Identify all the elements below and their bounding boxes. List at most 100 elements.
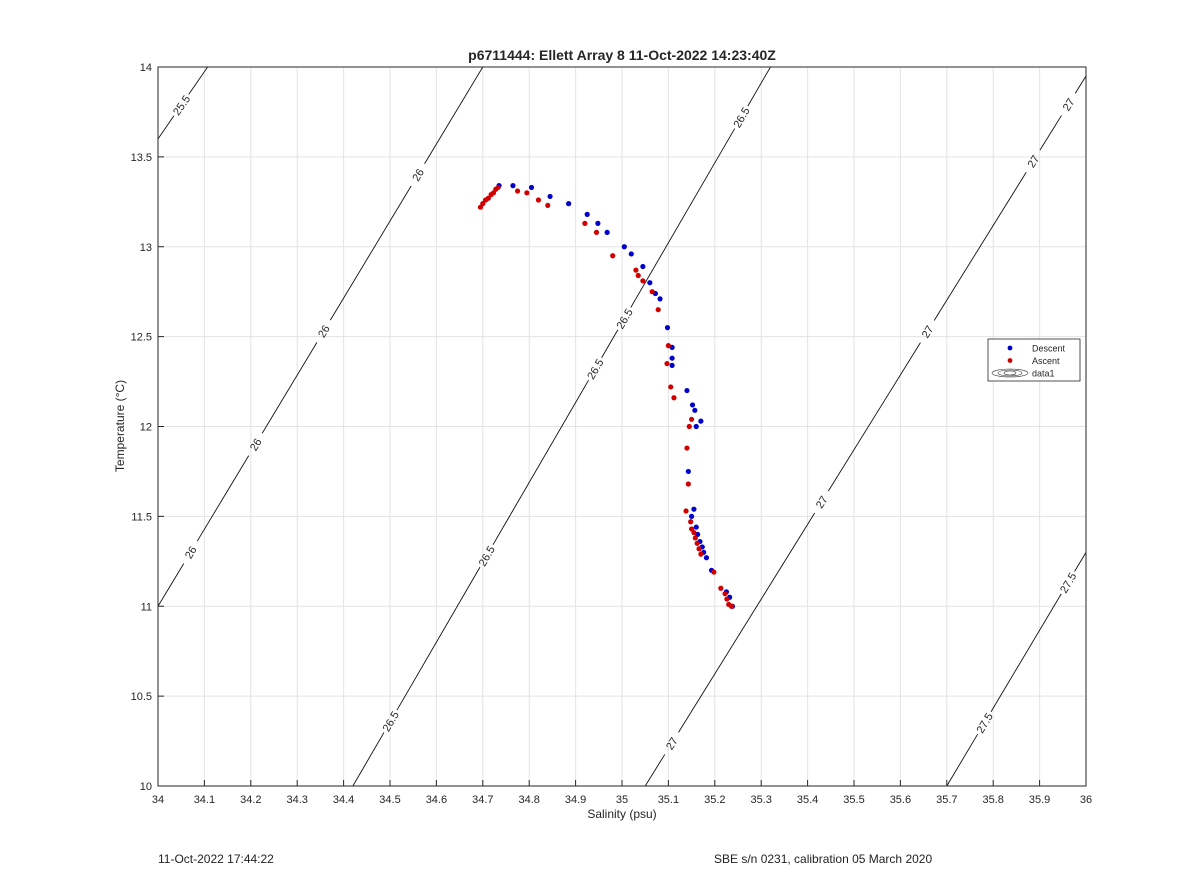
ascent-point [689, 416, 695, 422]
x-axis-label: Salinity (psu) [587, 807, 656, 821]
ascent-point [480, 201, 486, 207]
descent-point [664, 325, 671, 331]
legend-label: Descent [1032, 344, 1066, 354]
ascent-point [649, 289, 655, 295]
descent-point [647, 280, 653, 286]
ascent-point [668, 384, 674, 390]
x-tick-label: 34.6 [426, 794, 447, 806]
contour-line-26 [158, 563, 185, 607]
ascent-point [694, 540, 700, 546]
x-tick-label: 35.9 [1029, 794, 1050, 806]
y-tick-label: 11.5 [131, 511, 152, 523]
y-tick-label: 10 [140, 781, 152, 793]
legend: Descent Ascent data1 [987, 338, 1081, 382]
ascent-point [545, 202, 551, 209]
axis-ticks: 34 34.1 34.2 34.3 34.4 34.5 34.6 34.7 34.8 34.9 35… [131, 62, 1093, 806]
descent-point [528, 184, 535, 191]
contour-line-25.5 [188, 67, 209, 95]
descent-point [693, 423, 699, 430]
descent-point [684, 387, 690, 394]
contour-label: 27 [920, 324, 937, 341]
ascent-point [610, 253, 616, 259]
contour-label: 26.5 [585, 357, 606, 382]
x-tick-label: 34.8 [518, 794, 539, 806]
descent-point [547, 193, 553, 200]
footer-timestamp: 11-Oct-2022 17:44:22 [158, 852, 274, 866]
ascent-point [696, 546, 702, 552]
grid-lines [157, 66, 1087, 787]
contour-label: 26.5 [732, 106, 753, 131]
contour-label: 26 [248, 437, 265, 454]
descent-point [584, 211, 590, 217]
contour-label: 27 [664, 736, 681, 753]
descent-point [698, 418, 704, 424]
legend-marker-contour [997, 369, 1023, 377]
descent-point [669, 362, 675, 368]
x-tick-label: 34.2 [240, 794, 261, 806]
y-tick-label: 10.5 [131, 691, 152, 703]
ascent-point [515, 188, 521, 194]
x-tick-label: 34.1 [194, 794, 215, 806]
descent-point [595, 220, 601, 226]
ascent-point [535, 197, 542, 203]
descent-point [692, 407, 698, 413]
descent-point [657, 296, 663, 302]
x-tick-label: 34 [152, 794, 164, 806]
ascent-point [688, 519, 694, 525]
y-tick-label: 12.5 [131, 332, 152, 344]
ascent-point [671, 395, 677, 401]
contour-line-26.5 [601, 329, 619, 358]
contour-label: 27 [1026, 153, 1043, 170]
ascent-point [524, 190, 530, 196]
y-tick-label: 13 [140, 242, 152, 254]
ascent-point [698, 551, 704, 557]
descent-point [621, 244, 627, 250]
legend-marker-descent [1007, 345, 1013, 351]
ascent-point [655, 307, 661, 313]
contour-line-26 [196, 455, 250, 542]
ascent-point [593, 229, 600, 235]
contour-line-26.5 [352, 732, 385, 786]
x-tick-label: 35.6 [890, 794, 911, 806]
ascent-point [495, 184, 501, 191]
contour-label: 27 [1061, 97, 1078, 114]
y-tick-label: 11 [141, 601, 152, 613]
ascent-point [691, 529, 697, 536]
contour-line-26.5 [396, 566, 481, 711]
contour-label: 27.5 [1058, 571, 1079, 596]
contour-line-27.5 [1074, 552, 1086, 572]
ascent-point [635, 272, 641, 279]
ascent-point [711, 569, 717, 575]
x-tick-label: 35.3 [750, 794, 771, 806]
y-tick-label: 14 [140, 62, 152, 74]
ascent-point [684, 445, 690, 451]
descent-point [669, 355, 675, 361]
legend-label: Ascent [1032, 356, 1060, 366]
contour-label: 26 [410, 167, 427, 184]
contour-line-27 [827, 342, 921, 492]
legend-label: data1 [1032, 369, 1055, 379]
contour-line-27.5 [946, 733, 979, 786]
contour-label: 27.5 [975, 711, 996, 736]
ascent-point [640, 278, 646, 284]
contour-label: 26.5 [477, 544, 498, 569]
x-tick-label: 35.5 [843, 794, 864, 806]
descent-point [693, 524, 699, 530]
contour-line-25.5 [158, 115, 175, 140]
descent-point [689, 513, 695, 519]
contour-line-27 [933, 171, 1027, 321]
contour-line-26 [424, 67, 484, 164]
x-tick-label: 36 [1080, 794, 1092, 806]
x-tick-label: 35 [616, 794, 628, 806]
ascent-point [718, 585, 724, 591]
ascent-point [665, 343, 672, 349]
x-tick-label: 34.4 [333, 794, 354, 806]
y-tick-label: 13.5 [131, 152, 152, 164]
contour-line-27 [1039, 115, 1062, 151]
ascent-point [685, 481, 691, 487]
data-points [477, 183, 736, 609]
descent-point [640, 263, 646, 270]
contour-line-26.5 [492, 379, 589, 545]
descent-point [566, 201, 572, 207]
descent-point [685, 468, 691, 475]
